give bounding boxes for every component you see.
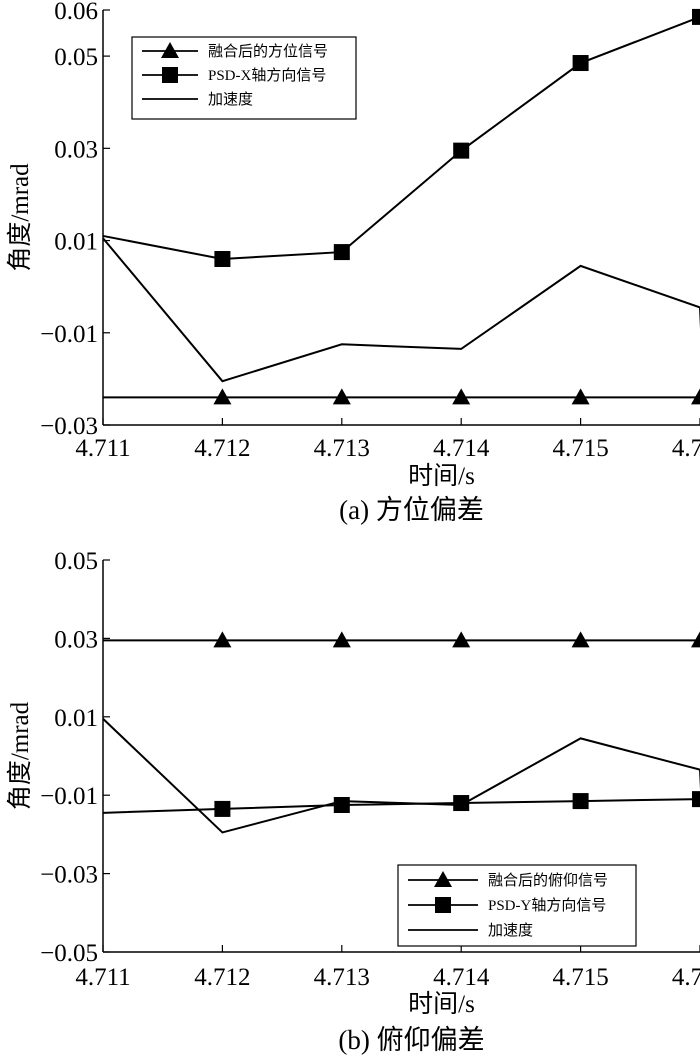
psd-signal-marker — [214, 800, 231, 817]
y-tick-label: 0.03 — [54, 136, 98, 163]
fused-signal-marker — [332, 388, 351, 405]
y-tick-label: −0.05 — [40, 940, 98, 967]
x-tick-label: 4.711 — [75, 964, 130, 991]
acceleration-signal-line — [102, 718, 700, 834]
legend-label: 加速度 — [208, 91, 253, 108]
fused-signal-marker — [571, 631, 590, 648]
fused-signal-marker — [332, 631, 351, 648]
legend-label: 融合后的俯仰信号 — [488, 872, 608, 889]
y-tick-label: 0.01 — [54, 229, 98, 256]
x-tick-label: 4.715 — [552, 964, 608, 991]
fused-signal-marker — [452, 631, 471, 648]
fused-signal-marker — [691, 388, 700, 405]
legend-marker-fused-signal — [434, 871, 452, 887]
fused-signal-marker — [452, 388, 471, 405]
x-tick-label: 4.712 — [194, 435, 250, 462]
y-tick-label: 0.01 — [54, 705, 98, 732]
fused-signal-marker — [213, 388, 232, 405]
y-tick-label: 0.05 — [54, 548, 98, 575]
psd-signal-marker — [453, 142, 470, 159]
chart-caption: (b) 俯仰偏差 — [338, 1025, 484, 1055]
y-tick-label: −0.03 — [40, 862, 98, 889]
y-axis-label: 角度/mrad — [6, 701, 34, 810]
y-tick-label: 0.03 — [54, 626, 98, 653]
fused-signal-marker — [213, 631, 232, 648]
psd-signal-line — [102, 15, 700, 261]
psd-signal-marker — [333, 244, 350, 261]
x-tick-label: 4.716 — [672, 964, 700, 991]
x-tick-label: 4.713 — [314, 435, 370, 462]
x-axis-label: 时间/s — [408, 990, 475, 1018]
legend-marker-fused-signal — [161, 42, 179, 58]
x-tick-label: 4.714 — [433, 435, 490, 462]
psd-signal-marker — [572, 55, 589, 72]
legend-marker-psd-signal — [435, 897, 451, 913]
psd-signal-marker — [572, 793, 589, 810]
y-tick-label: −0.01 — [40, 783, 98, 810]
x-tick-label: 4.713 — [314, 964, 370, 991]
y-tick-label: −0.03 — [40, 413, 98, 440]
psd-signal-marker — [692, 791, 700, 808]
x-tick-label: 4.712 — [194, 964, 250, 991]
psd-signal-marker — [214, 251, 231, 267]
psd-signal-marker — [692, 8, 700, 25]
x-tick-label: 4.715 — [552, 435, 608, 462]
psd-signal-marker — [333, 797, 350, 813]
fused-signal-marker — [571, 388, 590, 405]
y-tick-label: 0.06 — [54, 0, 98, 25]
legend-label: PSD-Y轴方向信号 — [488, 897, 606, 914]
y-axis-label: 角度/mrad — [6, 163, 34, 272]
chart-a: 4.711 4.712 4.713 4.714 4.715 4.716 −0.03 −0.01… — [6, 0, 700, 525]
chart-b: 4.711 4.712 4.713 4.714 4.715 4.716 −0.05 −0.03… — [6, 548, 700, 1055]
y-tick-label: 0.05 — [54, 44, 98, 71]
y-tick-label: −0.01 — [40, 321, 98, 348]
psd-signal-line — [102, 798, 700, 814]
x-tick-label: 4.714 — [433, 964, 490, 991]
x-tick-label: 4.711 — [75, 435, 130, 462]
chart-caption: (a) 方位偏差 — [339, 495, 484, 525]
legend-label: 加速度 — [488, 922, 533, 939]
legend-label: 融合后的方位信号 — [208, 43, 328, 60]
psd-signal-marker — [453, 795, 470, 812]
x-tick-label: 4.716 — [672, 435, 700, 462]
fused-signal-marker — [691, 631, 700, 648]
x-axis-label: 时间/s — [408, 462, 475, 490]
acceleration-signal-line — [102, 237, 700, 383]
legend-label: PSD-X轴方向信号 — [208, 67, 326, 84]
legend-marker-psd-signal — [162, 67, 178, 83]
